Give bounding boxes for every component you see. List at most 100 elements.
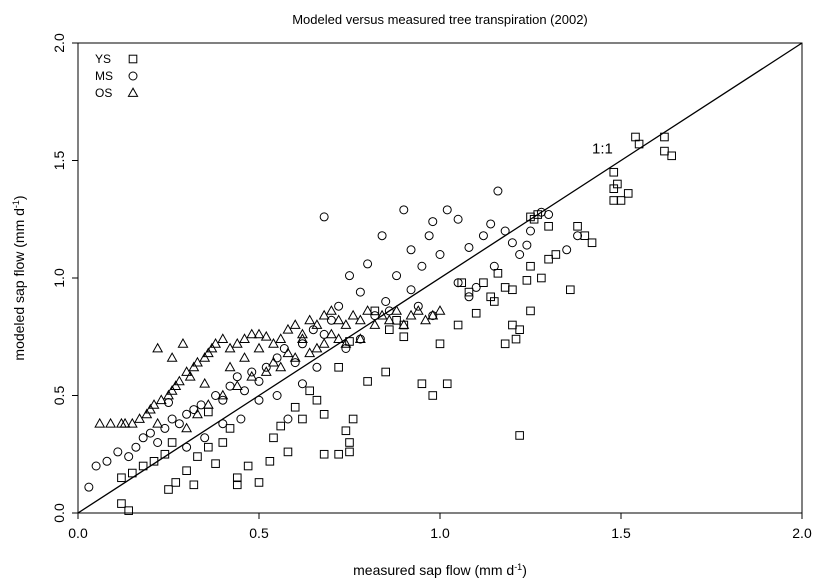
os-point: [239, 352, 250, 362]
ms-point: [486, 219, 496, 229]
series-ys: [117, 132, 676, 515]
os-point: [268, 337, 279, 348]
ys-point: [290, 402, 300, 412]
ms-point: [218, 419, 228, 429]
ms-point: [363, 259, 373, 269]
chart-title: Modeled versus measured tree transpirati…: [292, 12, 588, 27]
ms-point: [544, 210, 554, 220]
legend-marker-ms: [128, 71, 138, 81]
os-point: [231, 337, 243, 348]
os-point: [217, 333, 229, 343]
ys-point: [283, 447, 293, 457]
ms-point: [406, 285, 416, 295]
ys-point: [435, 339, 445, 349]
os-point: [434, 305, 446, 315]
ys-point: [160, 449, 170, 459]
os-point: [333, 333, 345, 343]
os-point: [275, 333, 287, 343]
ms-point: [573, 231, 583, 241]
ms-point: [526, 226, 535, 236]
series-ms: [84, 186, 583, 492]
os-point: [155, 394, 167, 405]
ms-point: [236, 414, 246, 424]
ys-point: [363, 377, 372, 386]
os-point: [152, 417, 164, 428]
os-point: [119, 417, 131, 428]
ys-point: [660, 132, 669, 142]
ys-point: [211, 459, 220, 468]
ys-point: [265, 457, 275, 466]
ys-point: [243, 461, 253, 471]
ms-point: [272, 353, 282, 363]
legend-marker-os: [127, 87, 139, 97]
ms-point: [341, 344, 351, 353]
os-point: [188, 361, 200, 372]
ys-point: [508, 320, 517, 330]
legend: YS MS OS: [95, 52, 139, 100]
os-point: [325, 328, 337, 339]
ys-point: [457, 278, 467, 287]
ms-point: [91, 461, 101, 471]
ms-point: [417, 261, 427, 271]
os-point: [105, 417, 117, 428]
ys-point: [526, 261, 535, 271]
ys-point: [171, 478, 181, 487]
ys-point: [334, 449, 343, 459]
ys-point: [182, 466, 191, 475]
os-point: [134, 413, 145, 423]
os-point: [192, 356, 203, 367]
os-point: [340, 337, 352, 348]
ys-point: [508, 285, 517, 295]
os-point: [369, 319, 381, 329]
ms-point: [160, 423, 170, 433]
os-point: [268, 356, 279, 367]
ms-point: [442, 205, 452, 215]
ys-point: [204, 407, 213, 417]
ms-point: [240, 386, 250, 396]
ys-point: [225, 424, 235, 433]
ys-point: [587, 238, 597, 248]
ms-point: [355, 287, 365, 297]
ms-point: [200, 433, 210, 443]
os-point: [376, 309, 388, 320]
legend-label-ys: YS: [95, 52, 111, 66]
y-tick-label: 1.5: [51, 151, 67, 171]
ms-point: [515, 250, 525, 259]
ys-point: [442, 379, 452, 389]
ms-point: [522, 240, 532, 250]
ys-point: [580, 231, 590, 240]
ys-point: [493, 269, 503, 278]
os-point: [184, 370, 196, 381]
ms-point: [124, 452, 134, 462]
one-to-one-annotation: 1:1: [592, 140, 613, 157]
ys-point: [385, 325, 394, 334]
ys-point: [511, 334, 521, 344]
ms-point: [399, 205, 409, 215]
ys-point: [609, 167, 619, 177]
os-point: [296, 328, 308, 339]
os-point: [318, 337, 330, 348]
y-tick-label: 0.0: [51, 503, 67, 523]
ys-point: [537, 273, 546, 283]
os-point: [210, 337, 222, 348]
os-point: [333, 314, 345, 325]
ys-point: [204, 442, 213, 452]
ms-point: [232, 372, 242, 382]
os-point: [289, 319, 301, 329]
ys-point: [341, 426, 351, 436]
ms-point: [381, 297, 391, 306]
ys-point: [298, 414, 307, 424]
ys-point: [609, 196, 619, 205]
os-point: [141, 408, 153, 419]
os-point: [311, 319, 323, 329]
ys-point: [345, 438, 354, 447]
ys-point: [167, 438, 177, 447]
ys-point: [631, 132, 640, 142]
ms-point: [478, 231, 488, 241]
ys-point: [551, 250, 561, 259]
os-point: [231, 380, 243, 390]
ys-point: [193, 452, 202, 461]
ms-point: [312, 362, 322, 372]
ys-point: [417, 379, 427, 389]
os-point: [224, 361, 236, 372]
